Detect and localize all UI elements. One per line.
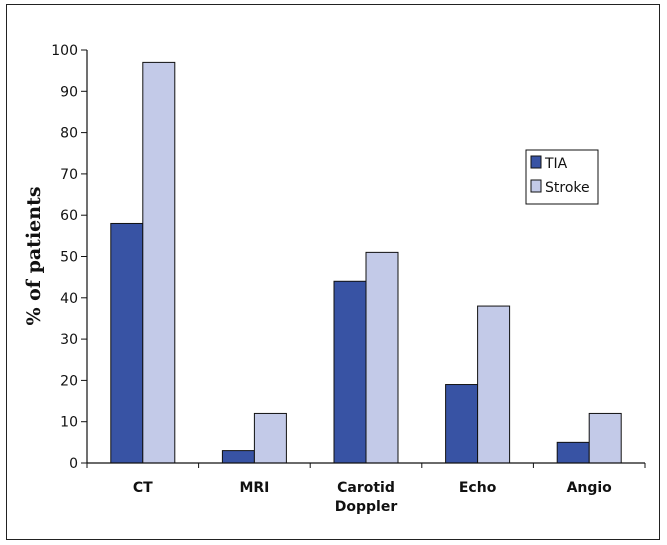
x-axis-category-labels: CT MRI Carotid Doppler Echo Angio [133, 480, 612, 515]
x-category-label: Echo [459, 480, 497, 496]
y-axis-title: % of patients [23, 186, 45, 325]
legend-box [525, 149, 599, 205]
bar-stroke-echo [477, 305, 511, 464]
y-tick-label: 10 [60, 415, 78, 431]
bar-stroke-mri [253, 412, 287, 464]
y-tick-label: 100 [51, 43, 78, 59]
y-tick-label: 0 [69, 456, 78, 472]
legend-swatch-stroke [530, 179, 542, 193]
legend-swatch-tia [530, 155, 542, 169]
y-axis-ticks: 0 10 20 30 40 50 60 70 80 90 100 [51, 43, 87, 472]
y-axis-title-group: % of patients [23, 186, 45, 325]
y-tick-label: 90 [60, 84, 78, 100]
bar-stroke-angio [588, 412, 622, 464]
x-category-label: CT [133, 480, 153, 496]
bars [110, 61, 622, 464]
legend: TIA Stroke [525, 149, 599, 205]
x-category-label: Carotid Doppler [335, 480, 398, 515]
bar-tia-ct [110, 222, 144, 464]
axes [86, 50, 646, 468]
bar-stroke-ct [142, 61, 176, 464]
bar-stroke-carotid [365, 251, 399, 464]
legend-label-stroke: Stroke [545, 180, 590, 196]
y-tick-label: 20 [60, 373, 78, 389]
y-tick-label: 50 [60, 250, 78, 266]
y-tick-label: 80 [60, 126, 78, 142]
bar-tia-mri [221, 450, 255, 464]
x-category-label: MRI [239, 480, 269, 496]
y-tick-label: 70 [60, 167, 78, 183]
y-tick-label: 60 [60, 208, 78, 224]
y-tick-label: 40 [60, 291, 78, 307]
bar-tia-angio [556, 441, 590, 464]
bar-tia-echo [445, 384, 479, 464]
legend-label-tia: TIA [544, 156, 568, 172]
x-category-label: Angio [567, 480, 613, 496]
bar-tia-carotid [333, 280, 367, 464]
y-tick-label: 30 [60, 332, 78, 348]
